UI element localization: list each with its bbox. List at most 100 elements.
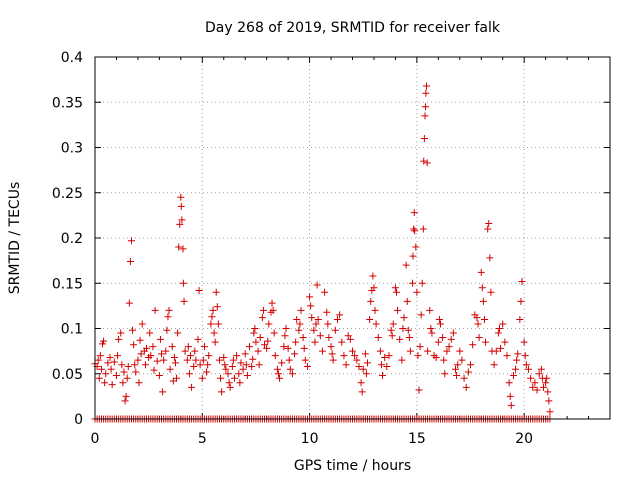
data-point [208,313,216,321]
data-point [478,284,486,292]
data-point [460,374,468,382]
data-point [306,293,314,301]
data-point [191,347,199,355]
data-point [531,379,539,387]
data-point [513,356,521,364]
data-point [299,334,307,342]
data-point [361,350,369,358]
data-point [162,347,170,355]
data-point [324,320,332,328]
data-point [151,306,159,314]
data-point [300,344,308,352]
data-point [174,329,182,337]
data-point [545,397,553,405]
data-point [127,237,135,245]
data-point [297,306,305,314]
y-tick-label: 0.25 [52,186,83,202]
data-point [108,381,116,389]
data-point [198,374,206,382]
data-point [175,243,183,251]
data-point [239,365,247,373]
data-point [376,347,384,355]
data-point [447,335,455,343]
axis-ticks [94,56,610,420]
data-point [379,372,387,380]
data-point [464,368,472,376]
data-point [520,338,528,346]
data-point [165,306,173,314]
data-point [389,320,397,328]
data-point [104,359,112,367]
x-tick-label: 15 [408,431,426,447]
data-point [134,356,142,364]
data-point [241,350,249,358]
data-point [136,336,144,344]
data-point [224,370,232,378]
data-point [312,320,320,328]
data-point [203,368,211,376]
data-point [264,337,272,345]
y-tick-label: 0.1 [61,322,83,338]
data-point [259,306,267,314]
data-point [372,320,380,328]
y-tick-label: 0.15 [52,276,83,292]
data-point [288,370,296,378]
data-point [225,379,233,387]
data-point [125,299,133,307]
data-point [124,363,132,371]
data-point [138,320,146,328]
data-point [271,352,279,360]
data-point [278,359,286,367]
data-point [416,343,424,351]
data-point [410,209,418,217]
data-point [409,252,417,260]
data-point [168,343,176,351]
data-point [274,370,282,378]
data-point [200,343,208,351]
data-point [420,134,428,142]
data-point [371,306,379,314]
data-point [222,365,230,373]
data-point [101,379,109,387]
y-axis-label: SRMTID / TECUs [7,182,23,295]
data-point [155,372,163,380]
data-point [130,341,138,349]
data-point [367,297,375,305]
data-point [121,397,129,405]
data-point [542,379,550,387]
data-point [351,352,359,360]
data-point [486,254,494,262]
data-point [185,370,193,378]
data-point [94,356,102,364]
y-tick-label: 0.35 [52,95,83,111]
data-point [514,350,522,358]
data-point [293,315,301,323]
data-point [273,365,281,373]
data-point [243,372,251,380]
data-point [495,325,503,332]
data-point [221,361,229,369]
data-point [291,350,299,358]
data-point [153,357,161,365]
data-point [96,352,104,360]
data-point [467,361,475,369]
data-point [282,325,290,332]
data-point [544,388,552,396]
data-point [194,335,202,343]
data-point [207,320,215,328]
data-point [449,329,457,337]
data-point [199,356,207,364]
data-point [440,356,448,364]
data-point [184,343,192,351]
data-point [230,374,238,382]
data-point [370,284,378,292]
data-point [417,311,425,319]
data-point [358,388,366,396]
data-point [265,320,273,328]
data-point [261,341,269,349]
data-point [535,370,543,378]
data-point [385,352,393,360]
data-point [374,334,382,342]
data-point [327,343,335,351]
data-point [357,379,365,387]
